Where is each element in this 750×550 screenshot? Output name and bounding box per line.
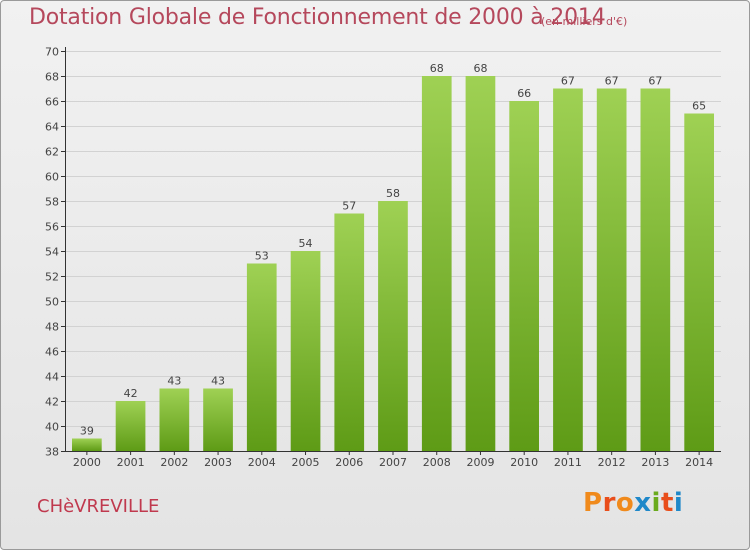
x-tick-label: 2009 <box>466 456 494 469</box>
commune-name: CHèVREVILLE <box>37 496 160 517</box>
data-label-2002: 43 <box>167 375 181 388</box>
data-labels: 39 42 43 43 53 54 57 58 68 68 66 67 67 67 65 <box>80 62 706 438</box>
bar-2002 <box>159 388 190 451</box>
bar-2004 <box>246 263 277 451</box>
y-tick-label: 42 <box>45 396 59 409</box>
data-label-2001: 42 <box>124 387 138 400</box>
data-label-2008: 68 <box>430 62 444 75</box>
x-tick-label: 2001 <box>117 456 145 469</box>
x-tick-label: 2005 <box>292 456 320 469</box>
y-tick-label: 38 <box>45 446 59 459</box>
data-label-2000: 39 <box>80 425 94 438</box>
y-tick-label: 58 <box>45 196 59 209</box>
x-tick-label: 2006 <box>335 456 363 469</box>
x-tick-label: 2012 <box>598 456 626 469</box>
y-tick-label: 62 <box>45 146 59 159</box>
data-label-2007: 58 <box>386 187 400 200</box>
data-label-2011: 67 <box>561 75 575 88</box>
bar-2005 <box>290 251 321 451</box>
y-tick-label: 48 <box>45 321 59 334</box>
x-tick-label: 2011 <box>554 456 582 469</box>
logo-letter: o <box>615 488 635 518</box>
data-label-2004: 53 <box>255 250 269 263</box>
logo-letter: x <box>634 488 652 518</box>
y-tick-label: 44 <box>45 371 59 384</box>
y-tick-label: 66 <box>45 96 59 109</box>
bar-2001 <box>115 401 146 451</box>
data-label-2006: 57 <box>342 200 356 213</box>
data-label-2003: 43 <box>211 375 225 388</box>
y-tick-label: 46 <box>45 346 59 359</box>
bar-2007 <box>378 201 408 451</box>
bar-2000 <box>72 438 102 451</box>
y-tick-label: 56 <box>45 221 59 234</box>
x-tick-label: 2000 <box>73 456 101 469</box>
bar-2012 <box>596 88 627 451</box>
bars <box>72 76 714 451</box>
bar-2006 <box>334 213 365 451</box>
x-tick-label: 2002 <box>160 456 188 469</box>
bar-2014 <box>684 113 714 451</box>
data-label-2005: 54 <box>299 237 313 250</box>
logo-letter: t <box>660 488 674 518</box>
data-label-2014: 65 <box>692 100 706 113</box>
x-tick-label: 2008 <box>423 456 451 469</box>
axes: 38 40 42 44 46 48 50 52 54 56 58 60 62 64 66 68 70 2000 20… <box>45 46 721 469</box>
bar-2010 <box>509 101 539 451</box>
y-tick-label: 52 <box>45 271 59 284</box>
y-tick-label: 64 <box>45 121 59 134</box>
chart-title: Dotation Globale de Fonctionnement de 20… <box>29 5 606 30</box>
logo-letter: P <box>583 488 603 518</box>
bar-2009 <box>465 76 496 451</box>
bar-2003 <box>203 388 233 451</box>
y-tick-label: 50 <box>45 296 59 309</box>
x-tick-label: 2003 <box>204 456 232 469</box>
y-tick-label: 60 <box>45 171 59 184</box>
bar-2008 <box>421 76 452 451</box>
data-label-2013: 67 <box>648 75 662 88</box>
data-label-2010: 66 <box>517 87 531 100</box>
bar-2013 <box>640 88 671 451</box>
chart-unit-label: (en milliers d'€) <box>541 15 628 28</box>
x-tick-label: 2013 <box>641 456 669 469</box>
x-tick-label: 2010 <box>510 456 538 469</box>
y-tick-label: 54 <box>45 246 59 259</box>
y-tick-label: 40 <box>45 421 59 434</box>
logo-letter: i <box>673 488 684 518</box>
y-tick-label: 70 <box>45 46 59 59</box>
proxiti-logo: Proxiti <box>583 488 683 518</box>
bar-2011 <box>553 88 583 451</box>
x-tick-label: 2004 <box>248 456 276 469</box>
x-tick-label: 2014 <box>685 456 713 469</box>
y-tick-label: 68 <box>45 71 59 84</box>
logo-letter: r <box>602 488 616 518</box>
data-label-2012: 67 <box>605 75 619 88</box>
logo-letter: i <box>651 488 661 518</box>
data-label-2009: 68 <box>473 62 487 75</box>
x-tick-label: 2007 <box>379 456 407 469</box>
